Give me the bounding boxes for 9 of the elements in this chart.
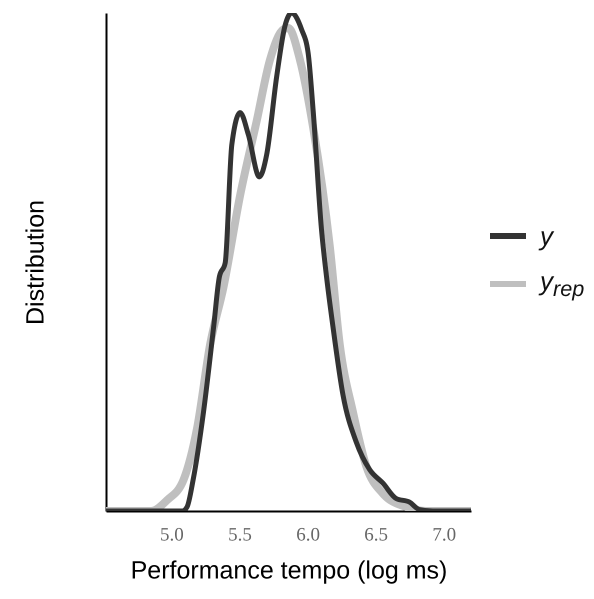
legend-label: y (540, 220, 553, 252)
x-tick-label: 6.0 (296, 524, 320, 546)
legend-label: y$_{rep}$ (540, 266, 584, 302)
y-axis-title: Distribution (22, 200, 50, 326)
x-tick-label: 7.0 (432, 524, 456, 546)
x-tick-label: 5.5 (228, 524, 252, 546)
x-tick-label: 5.0 (160, 524, 184, 546)
x-axis-title: Performance tempo (log ms) (130, 556, 448, 584)
x-tick-label: 6.5 (364, 524, 388, 546)
